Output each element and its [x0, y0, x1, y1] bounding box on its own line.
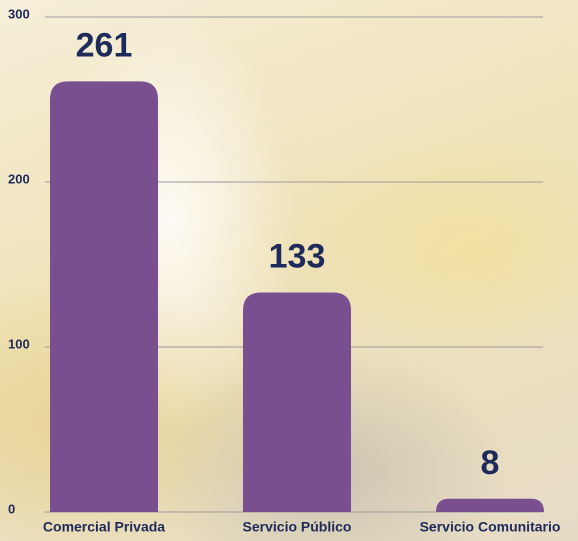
x-tick-label: Servicio Comunitario [420, 519, 561, 535]
bar [50, 81, 158, 512]
value-label: 8 [481, 444, 500, 482]
x-tick-label: Comercial Privada [43, 519, 165, 535]
y-tick-label: 200 [8, 171, 30, 186]
bar [436, 498, 544, 512]
y-tick-label: 0 [8, 501, 15, 516]
value-label: 133 [269, 238, 326, 276]
bar [243, 292, 351, 512]
y-tick-label: 100 [8, 336, 30, 351]
value-label: 261 [76, 26, 133, 64]
x-tick-label: Servicio Público [243, 519, 352, 535]
y-tick-label: 300 [8, 6, 30, 21]
